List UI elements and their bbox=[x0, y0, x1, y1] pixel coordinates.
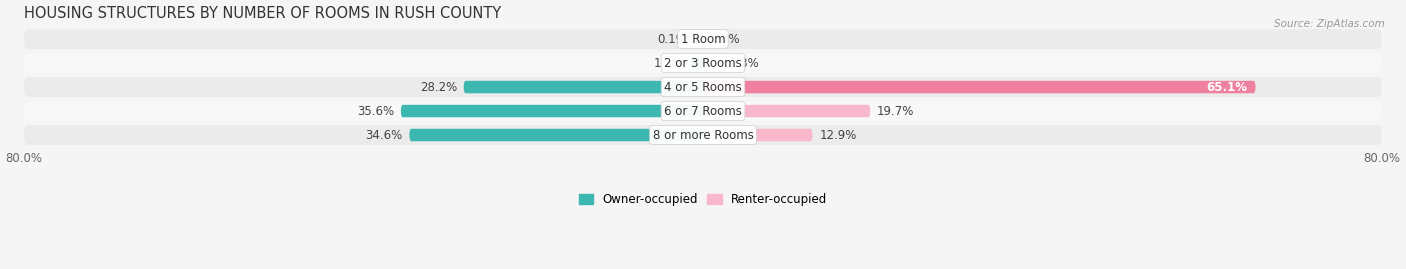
FancyBboxPatch shape bbox=[401, 105, 703, 117]
Text: 4 or 5 Rooms: 4 or 5 Rooms bbox=[664, 80, 742, 94]
FancyBboxPatch shape bbox=[409, 129, 703, 141]
FancyBboxPatch shape bbox=[690, 57, 703, 69]
Text: 8 or more Rooms: 8 or more Rooms bbox=[652, 129, 754, 141]
Text: 28.2%: 28.2% bbox=[419, 80, 457, 94]
Text: 6 or 7 Rooms: 6 or 7 Rooms bbox=[664, 105, 742, 118]
Text: Source: ZipAtlas.com: Source: ZipAtlas.com bbox=[1274, 19, 1385, 29]
Text: 65.1%: 65.1% bbox=[1206, 80, 1247, 94]
Text: 0.0%: 0.0% bbox=[710, 33, 740, 45]
FancyBboxPatch shape bbox=[703, 129, 813, 141]
Text: 35.6%: 35.6% bbox=[357, 105, 394, 118]
Text: 2 or 3 Rooms: 2 or 3 Rooms bbox=[664, 56, 742, 70]
Text: 0.19%: 0.19% bbox=[658, 33, 695, 45]
FancyBboxPatch shape bbox=[703, 57, 723, 69]
FancyBboxPatch shape bbox=[700, 33, 703, 45]
FancyBboxPatch shape bbox=[24, 101, 1382, 121]
Text: 12.9%: 12.9% bbox=[820, 129, 856, 141]
FancyBboxPatch shape bbox=[24, 29, 1382, 49]
Text: 19.7%: 19.7% bbox=[877, 105, 914, 118]
Text: 34.6%: 34.6% bbox=[366, 129, 402, 141]
FancyBboxPatch shape bbox=[24, 53, 1382, 73]
FancyBboxPatch shape bbox=[703, 81, 1256, 93]
Text: 1.5%: 1.5% bbox=[654, 56, 683, 70]
FancyBboxPatch shape bbox=[24, 77, 1382, 97]
Legend: Owner-occupied, Renter-occupied: Owner-occupied, Renter-occupied bbox=[579, 193, 827, 206]
Text: 1 Room: 1 Room bbox=[681, 33, 725, 45]
FancyBboxPatch shape bbox=[464, 81, 703, 93]
FancyBboxPatch shape bbox=[24, 125, 1382, 145]
FancyBboxPatch shape bbox=[703, 105, 870, 117]
Text: HOUSING STRUCTURES BY NUMBER OF ROOMS IN RUSH COUNTY: HOUSING STRUCTURES BY NUMBER OF ROOMS IN… bbox=[24, 6, 502, 20]
Text: 2.3%: 2.3% bbox=[730, 56, 759, 70]
